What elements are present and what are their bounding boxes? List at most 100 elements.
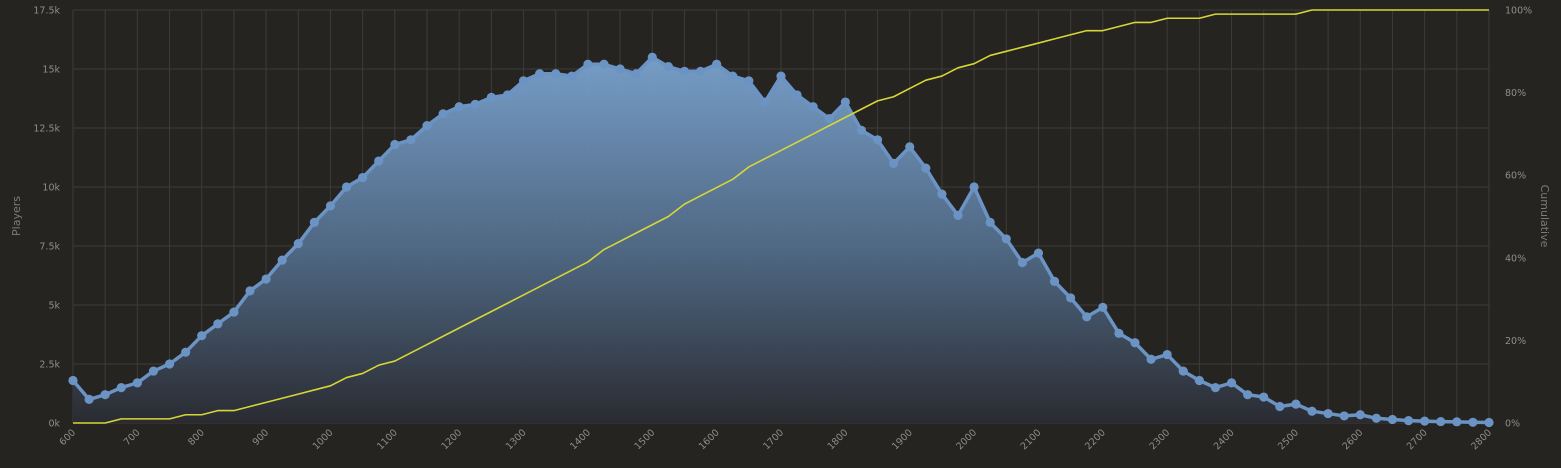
players-data-point <box>1033 248 1044 258</box>
players-data-point <box>374 156 384 166</box>
players-data-point <box>341 182 352 192</box>
players-points <box>68 52 1494 428</box>
cumulative-series-line <box>73 9 1489 424</box>
y-tick-label: 12.5k <box>33 124 60 135</box>
x-tick-label: 2600 <box>1341 427 1366 452</box>
players-data-point <box>1436 416 1446 427</box>
players-data-point <box>1420 416 1430 426</box>
x-tick-label: 1200 <box>439 427 464 452</box>
y-tick-label: 5k <box>48 301 60 312</box>
cumulative-line <box>73 9 1489 424</box>
players-data-point <box>583 59 593 69</box>
y-tick-label: 15k <box>42 65 60 76</box>
players-data-point <box>1371 413 1381 423</box>
x-tick-label: 1300 <box>504 427 529 452</box>
players-data-point <box>744 76 754 86</box>
players-data-point <box>502 90 513 100</box>
players-data-point <box>679 66 690 76</box>
players-area-fill <box>73 57 1489 423</box>
y-tick-label: 10k <box>42 183 60 194</box>
players-data-point <box>325 201 336 211</box>
players-data-point <box>1194 375 1204 386</box>
y2-tick-label: 20% <box>1505 336 1526 347</box>
players-data-point <box>390 139 400 150</box>
players-data-point <box>132 378 142 388</box>
players-data-point <box>229 307 239 317</box>
players-data-point <box>905 142 915 152</box>
players-data-point <box>1339 411 1349 421</box>
players-data-point <box>181 347 191 357</box>
players-data-point <box>358 172 368 183</box>
players-data-point <box>1146 354 1156 364</box>
players-data-point <box>1291 399 1301 409</box>
players-data-point <box>760 97 770 107</box>
x-tick-label: 700 <box>122 427 143 448</box>
players-data-point <box>100 390 110 400</box>
y2-tick-label: 100% <box>1505 6 1532 17</box>
x-tick-label: 2000 <box>954 427 979 452</box>
players-data-point <box>406 135 416 145</box>
players-data-point <box>1226 378 1237 388</box>
players-data-point <box>1323 408 1333 419</box>
players-data-point <box>213 319 223 329</box>
players-data-point <box>695 66 706 76</box>
players-data-point <box>872 135 883 145</box>
y2-tick-label: 60% <box>1505 171 1526 182</box>
players-data-point <box>1049 276 1060 286</box>
y-tick-label: 17.5k <box>33 6 60 17</box>
players-data-point <box>985 217 995 227</box>
y-tick-label: 2.5k <box>39 360 60 371</box>
players-data-point <box>792 90 802 100</box>
x-tick-label: 2800 <box>1469 427 1494 452</box>
players-data-point <box>245 286 255 296</box>
players-data-point <box>535 69 545 79</box>
x-tick-label: 1600 <box>697 427 722 452</box>
players-data-point <box>197 331 207 341</box>
x-tick-label: 1400 <box>568 427 593 452</box>
x-tick-label: 900 <box>251 427 272 448</box>
x-tick-label: 800 <box>186 427 207 448</box>
players-data-point <box>889 158 899 168</box>
players-data-point <box>1001 234 1011 244</box>
x-tick-label: 1000 <box>311 427 336 452</box>
players-data-point <box>647 52 657 62</box>
y-tick-label: 7.5k <box>39 242 60 253</box>
x-tick-label: 1700 <box>761 427 786 452</box>
players-data-point <box>1066 293 1076 303</box>
players-data-point <box>1017 257 1027 268</box>
players-data-point <box>470 99 480 109</box>
players-data-point <box>277 255 287 265</box>
players-data-point <box>438 109 448 119</box>
players-data-point <box>116 383 126 393</box>
y-axis-title: Players <box>10 196 23 236</box>
y2-tick-label: 40% <box>1505 253 1526 264</box>
y2-tick-label: 80% <box>1505 88 1526 99</box>
x-tick-label: 1900 <box>890 427 915 452</box>
players-data-point <box>937 189 947 199</box>
players-data-point <box>712 59 722 69</box>
players-data-point <box>454 102 464 112</box>
players-data-point <box>953 210 963 220</box>
players-data-point <box>969 182 979 192</box>
players-data-point <box>1484 417 1494 428</box>
players-data-point <box>1178 366 1188 376</box>
x-axis-ticks: 600 700 800 900 1000 1100 1200 1300 1400 1500 1600… <box>58 427 1495 452</box>
players-data-point <box>261 274 271 284</box>
x-tick-label: 1800 <box>826 427 851 452</box>
players-area <box>73 57 1489 423</box>
x-tick-label: 2700 <box>1405 427 1430 452</box>
y-axis-ticks: 0k 2.5k 5k 7.5k 10k 12.5k 15k 17.5k <box>33 6 60 430</box>
players-data-point <box>1355 410 1365 420</box>
players-data-point <box>309 217 319 227</box>
players-data-point <box>1403 416 1414 426</box>
players-data-point <box>293 239 303 249</box>
players-data-point <box>486 92 496 102</box>
y-tick-label: 0k <box>48 419 60 430</box>
players-data-point <box>1130 338 1140 348</box>
players-data-point <box>1082 312 1092 322</box>
x-tick-label: 2300 <box>1147 427 1172 452</box>
x-tick-label: 600 <box>58 427 79 448</box>
players-data-point <box>164 359 175 369</box>
x-tick-label: 2200 <box>1083 427 1108 452</box>
